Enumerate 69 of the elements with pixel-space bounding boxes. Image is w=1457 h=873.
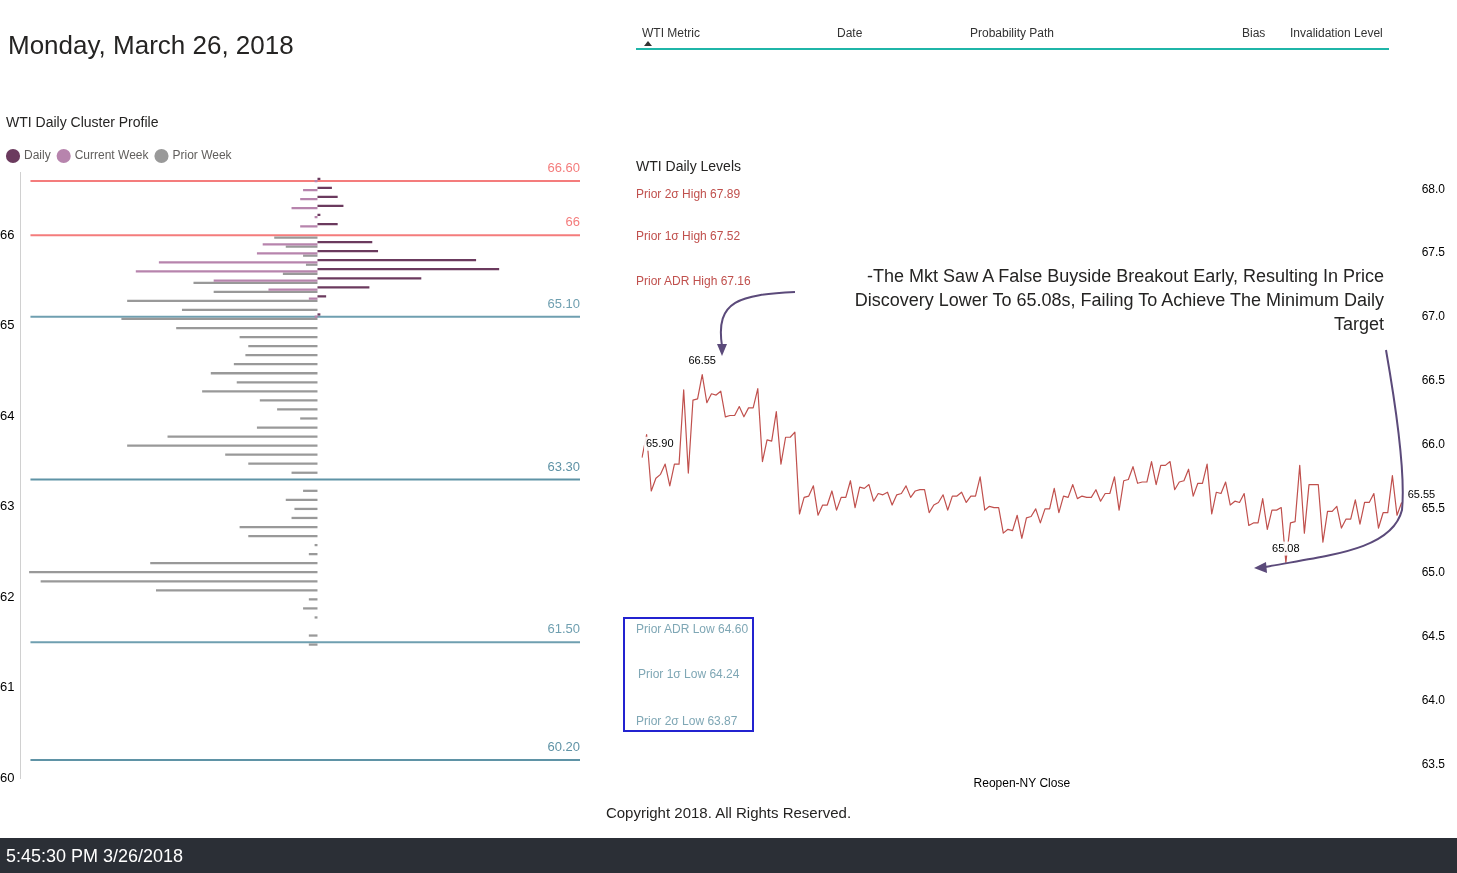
text: 5:45:30 PM 3/26/2018 bbox=[6, 846, 184, 867]
ref-line-label: 60.20 bbox=[547, 738, 580, 754]
bar bbox=[317, 186, 332, 189]
bar bbox=[256, 426, 318, 429]
annotation: Prior 1σ High 67.52 bbox=[636, 229, 741, 243]
legend-label: Prior Week bbox=[172, 148, 233, 163]
bar bbox=[317, 222, 338, 226]
bar bbox=[308, 634, 318, 637]
y-tick-label: 67.0 bbox=[1421, 309, 1446, 324]
legend-label: Current Week bbox=[74, 148, 150, 163]
text: Copyright 2018. All Rights Reserved. bbox=[605, 804, 852, 821]
legend-label: Daily bbox=[24, 148, 51, 163]
ref-line-label: 66.60 bbox=[547, 160, 580, 176]
bar bbox=[213, 279, 318, 282]
y-tick-label: 65 bbox=[0, 317, 15, 333]
text: Monday, March 26, 2018 bbox=[8, 30, 294, 61]
y-tick-label: 63 bbox=[0, 498, 15, 514]
ref-line-label: 63.30 bbox=[547, 458, 580, 474]
data-label: 65.90 bbox=[646, 437, 674, 450]
bar bbox=[268, 288, 318, 291]
data-label: 65.08 bbox=[1272, 542, 1300, 555]
annotation: Prior 1σ Low 64.24 bbox=[638, 667, 740, 681]
y-tick-label: 66.5 bbox=[1421, 373, 1446, 388]
bar bbox=[274, 236, 318, 239]
y-tick-label: 60 bbox=[0, 769, 15, 785]
y-tick-label: 66.0 bbox=[1421, 437, 1446, 452]
annotation: -The Mkt Saw A False Buyside Breakout Early, Resulting In Price Discovery Lower To 65.08s, Failing To Achieve The Minimum Daily Target bbox=[853, 265, 1384, 336]
bar bbox=[285, 245, 318, 248]
bar bbox=[256, 252, 318, 255]
ref-line-label: 66 bbox=[565, 214, 580, 230]
ref-line-label: 61.50 bbox=[547, 621, 580, 637]
bar bbox=[158, 261, 318, 264]
bar bbox=[277, 408, 318, 411]
bar bbox=[308, 297, 318, 300]
text: Invalidation Level bbox=[1290, 26, 1383, 40]
bar bbox=[167, 435, 318, 438]
y-tick-label: 65.5 bbox=[1421, 501, 1446, 516]
y-tick-label: 67.5 bbox=[1421, 245, 1446, 260]
bar bbox=[317, 295, 327, 298]
annotation: Prior ADR Low 64.60 bbox=[636, 622, 749, 636]
bar bbox=[303, 607, 318, 610]
annotation: Prior 2σ Low 63.87 bbox=[636, 714, 738, 728]
bar bbox=[300, 417, 318, 420]
y-tick-label: 68.0 bbox=[1421, 181, 1446, 196]
text: WTI Metric bbox=[642, 26, 700, 40]
y-tick-label: 64 bbox=[0, 407, 15, 423]
annotation: Prior ADR High 67.16 bbox=[636, 274, 751, 288]
data-label: 66.55 bbox=[688, 354, 716, 367]
y-tick-label: 61 bbox=[0, 679, 15, 695]
bar bbox=[259, 399, 318, 402]
chart-title: WTI Daily Cluster Profile bbox=[6, 114, 159, 130]
text: Probability Path bbox=[970, 26, 1055, 40]
y-tick-label: 63.5 bbox=[1421, 756, 1446, 771]
y-tick-label: 64.5 bbox=[1421, 629, 1446, 644]
y-tick-label: 62 bbox=[0, 588, 15, 604]
y-tick-label: 64.0 bbox=[1421, 692, 1446, 707]
annotation: Prior 2σ High 67.89 bbox=[636, 187, 741, 201]
y-tick-label: 66 bbox=[0, 226, 15, 242]
y-tick-label: 65.0 bbox=[1421, 565, 1446, 580]
bar bbox=[317, 195, 338, 198]
bar bbox=[127, 444, 318, 447]
ref-line-label: 65.10 bbox=[547, 295, 580, 311]
text: Date bbox=[837, 26, 863, 40]
chart-title: WTI Daily Levels bbox=[636, 158, 742, 174]
text: Bias bbox=[1242, 26, 1266, 40]
bar bbox=[308, 643, 318, 646]
data-label: 65.55 bbox=[1407, 488, 1436, 500]
bar bbox=[135, 270, 318, 273]
x-axis-title: Reopen-NY Close bbox=[973, 776, 1071, 791]
